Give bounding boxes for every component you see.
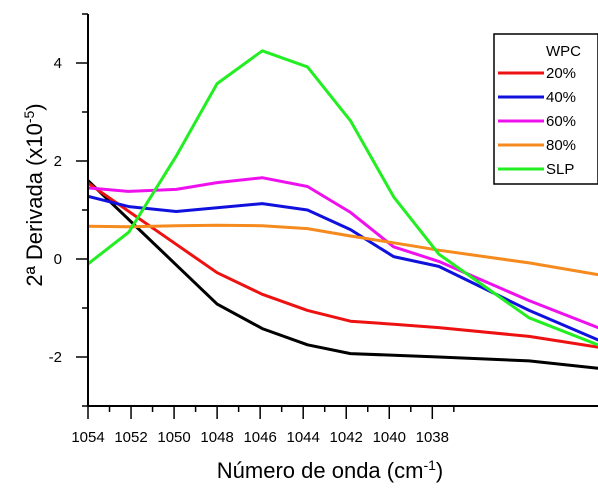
legend-box bbox=[493, 33, 598, 185]
ticks-layer: 1054 1052 1050 1048 1046 1044 1042 1040 1038 -2 0 2… bbox=[49, 13, 455, 446]
legend-label: 80% bbox=[546, 137, 576, 154]
x-tick-label: 1052 bbox=[114, 429, 147, 446]
series-line-40pct bbox=[88, 194, 598, 342]
x-tick-label: 1040 bbox=[373, 429, 406, 446]
series-line-20pct bbox=[88, 181, 598, 349]
x-tick-label: 1050 bbox=[157, 429, 190, 446]
legend-label: 40% bbox=[546, 89, 576, 106]
x-tick-label: 1038 bbox=[416, 429, 449, 446]
x-tick-label: 1046 bbox=[243, 429, 276, 446]
y-tick-label: 4 bbox=[54, 55, 62, 72]
series-line-black bbox=[88, 179, 598, 370]
legend-label: SLP bbox=[546, 161, 574, 178]
x-tick-label: 1044 bbox=[287, 429, 320, 446]
x-tick-label: 1042 bbox=[330, 429, 363, 446]
x-tick-label: 1048 bbox=[200, 429, 233, 446]
legend-label: 60% bbox=[546, 113, 576, 130]
series-layer bbox=[88, 49, 598, 370]
x-axis-title: Número de onda (cm-1) bbox=[217, 457, 443, 483]
legend-label: 20% bbox=[546, 65, 576, 82]
y-tick-label: -2 bbox=[49, 349, 62, 366]
y-axis-title: 2ª Derivada (x10-5) bbox=[21, 103, 47, 286]
y-tick-label: 0 bbox=[54, 251, 62, 268]
series-line-80pct bbox=[88, 223, 598, 277]
y-tick-label: 2 bbox=[54, 153, 62, 170]
legend: WPC 20% 40% 60% 80% SLP bbox=[493, 33, 598, 185]
x-tick-label: 1054 bbox=[71, 429, 104, 446]
legend-title: WPC bbox=[546, 43, 581, 60]
series-line-slp bbox=[88, 49, 598, 347]
